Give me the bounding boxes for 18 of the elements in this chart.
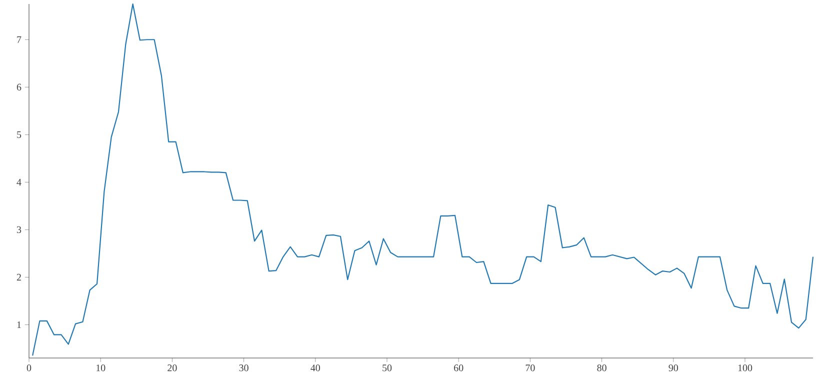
- x-tick-label: 0: [26, 364, 32, 372]
- y-tick-label: 5: [17, 131, 22, 138]
- x-tick-label: 100: [738, 364, 752, 372]
- x-tick-label: 50: [382, 364, 392, 372]
- x-tick-label: 30: [239, 364, 248, 372]
- x-tick-label: 70: [526, 364, 535, 372]
- y-tick-label: 7: [17, 36, 22, 43]
- y-tick-label: 4: [16, 178, 22, 186]
- x-tick-label: 80: [597, 364, 606, 372]
- y-tick-label: 3: [16, 226, 22, 234]
- y-tick-label: 6: [16, 84, 22, 90]
- y-tick-label: 1: [17, 321, 21, 328]
- x-tick-label: 10: [96, 364, 106, 372]
- x-tick-label: 90: [668, 364, 678, 372]
- x-tick-label: 40: [310, 364, 320, 372]
- y-tick-label: 2: [16, 274, 21, 281]
- x-tick-label: 60: [454, 364, 464, 372]
- x-tick-label: 20: [168, 364, 177, 372]
